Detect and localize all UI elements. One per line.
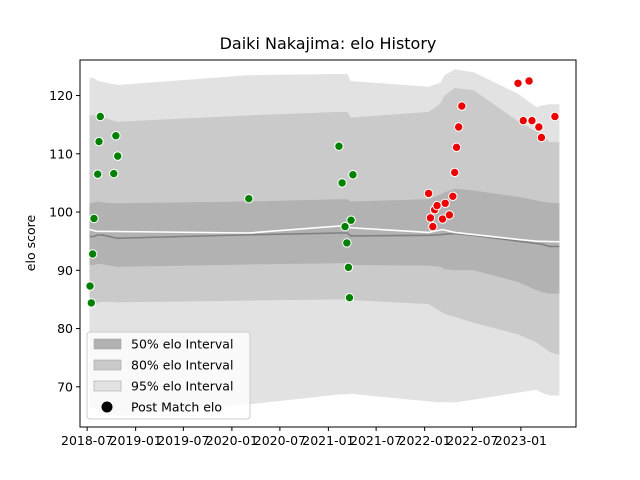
x-tick-label: 2019-01	[110, 433, 162, 448]
point-win	[94, 136, 104, 147]
x-tick-label: 2020-07	[254, 433, 306, 448]
mean-elo-line	[89, 232, 560, 248]
interval-bands	[89, 69, 560, 416]
x-tick-label: 2019-07	[157, 433, 209, 448]
x-tick-label: 2020-01	[206, 433, 258, 448]
point-loss	[550, 111, 560, 122]
point-loss	[536, 132, 547, 143]
point-win	[342, 238, 352, 248]
y-tick-label: 120	[49, 88, 73, 103]
point-loss	[518, 115, 528, 126]
legend-swatch	[93, 359, 122, 371]
point-loss	[524, 76, 534, 86]
point-loss	[432, 200, 442, 211]
y-tick-label: 70	[57, 379, 73, 394]
x-tick-label: 2022-07	[446, 433, 498, 448]
point-loss	[451, 142, 462, 153]
point-win	[109, 168, 119, 179]
legend-label: 80% elo Interval	[131, 358, 233, 373]
point-loss	[457, 101, 467, 111]
point-win	[340, 221, 350, 232]
legend-label: Post Match elo	[131, 400, 222, 415]
legend-swatch	[93, 338, 122, 350]
legend-label: 50% elo Interval	[131, 337, 233, 352]
elo-lines	[89, 224, 560, 248]
point-win	[337, 178, 347, 188]
chart-title: Daiki Nakajima: elo History	[220, 34, 437, 53]
legend-swatch	[93, 380, 122, 392]
point-win	[113, 151, 123, 161]
point-loss	[437, 214, 448, 224]
point-loss	[534, 122, 544, 132]
point-win	[343, 262, 354, 273]
point-loss	[448, 191, 458, 202]
x-axis: 2018-072019-012019-072020-012020-072021-…	[61, 427, 547, 448]
x-tick-label: 2018-07	[61, 433, 113, 448]
point-loss	[423, 188, 434, 199]
point-win	[348, 170, 358, 180]
point-loss	[444, 210, 455, 220]
y-tick-label: 80	[57, 321, 73, 336]
x-tick-label: 2021-01	[302, 433, 354, 448]
point-win	[95, 111, 106, 122]
x-tick-label: 2022-01	[399, 433, 451, 448]
point-loss	[425, 213, 436, 223]
point-loss	[440, 198, 450, 209]
plot-area	[79, 59, 577, 428]
point-win	[86, 298, 97, 308]
point-win	[344, 292, 355, 303]
legend-box	[86, 331, 251, 420]
point-loss	[527, 115, 537, 126]
point-win	[334, 141, 344, 151]
legend-label: 95% elo Interval	[131, 379, 233, 394]
point-win	[89, 213, 99, 224]
legend: 50% elo Interval 80% elo Interval 95% elo …	[86, 331, 251, 420]
expected-elo-line	[89, 224, 560, 243]
point-win	[346, 215, 356, 225]
point-loss	[450, 167, 460, 178]
point-loss	[428, 221, 438, 232]
point-win	[87, 249, 98, 259]
post-match-points	[85, 76, 560, 308]
y-tick-label: 90	[57, 263, 73, 278]
point-win	[92, 169, 103, 179]
x-tick-label: 2023-01	[495, 433, 547, 448]
y-tick-label: 110	[49, 146, 73, 161]
point-loss	[513, 78, 523, 89]
x-tick-label: 2021-07	[350, 433, 402, 448]
point-loss	[453, 122, 464, 132]
y-tick-label: 100	[49, 205, 73, 220]
point-win	[85, 281, 95, 291]
legend-marker	[101, 401, 113, 413]
point-win	[111, 131, 121, 141]
point-win	[244, 193, 254, 204]
y-axis-label: elo score	[23, 215, 38, 272]
y-axis: 70 80 90 100 110 120	[49, 88, 80, 394]
